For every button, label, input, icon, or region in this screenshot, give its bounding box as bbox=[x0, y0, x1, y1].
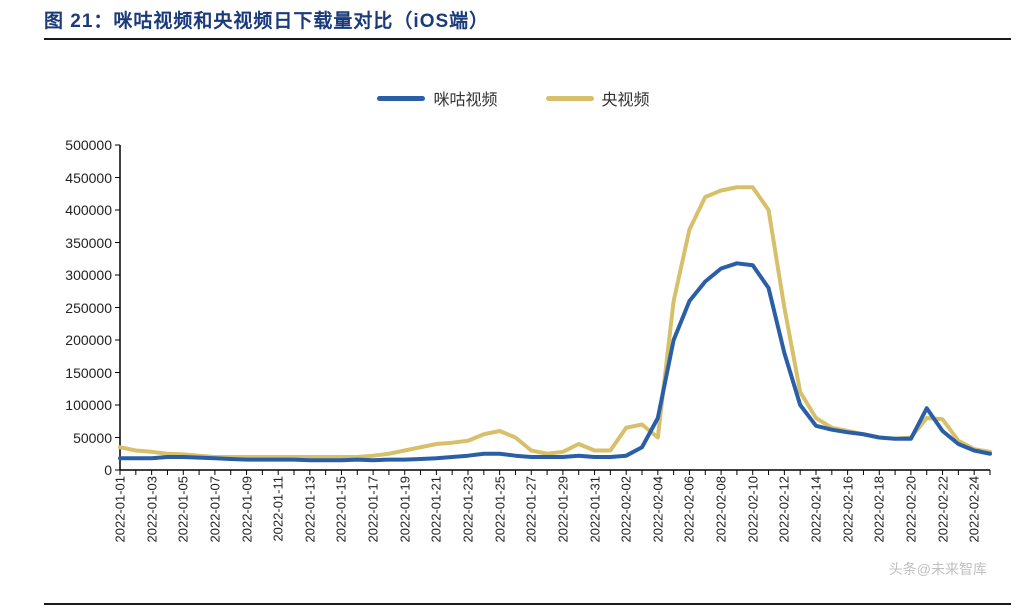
x-axis-label: 2022-01-25 bbox=[492, 476, 507, 543]
y-axis-label: 300000 bbox=[65, 267, 112, 283]
y-axis-label: 150000 bbox=[65, 365, 112, 381]
y-axis-label: 250000 bbox=[65, 300, 112, 316]
watermark-text: 头条@未来智库 bbox=[889, 559, 987, 579]
legend-item-yangshipin: 央视频 bbox=[546, 86, 650, 110]
x-axis-label: 2022-01-31 bbox=[587, 476, 602, 543]
x-axis-label: 2022-02-20 bbox=[903, 476, 918, 543]
x-axis-label: 2022-02-08 bbox=[714, 476, 729, 543]
legend-label-yangshipin: 央视频 bbox=[602, 86, 650, 110]
y-axis-label: 200000 bbox=[65, 332, 112, 348]
x-axis-label: 2022-01-01 bbox=[113, 476, 128, 543]
x-axis-label: 2022-02-10 bbox=[745, 476, 760, 543]
title-underline bbox=[44, 38, 1011, 40]
y-axis-label: 450000 bbox=[65, 170, 112, 186]
x-axis-label: 2022-02-24 bbox=[967, 476, 982, 543]
plot-area: 0500001000001500002000002500003000003500… bbox=[120, 145, 990, 470]
y-axis-label: 0 bbox=[104, 462, 112, 478]
legend: 咪咕视频 央视频 bbox=[0, 86, 1027, 110]
y-axis-label: 50000 bbox=[73, 430, 112, 446]
line-series-migu bbox=[120, 263, 990, 460]
x-axis-label: 2022-01-27 bbox=[524, 476, 539, 543]
chart-title: 图 21：咪咕视频和央视频日下载量对比（iOS端） bbox=[44, 6, 489, 33]
x-axis-label: 2022-01-09 bbox=[239, 476, 254, 543]
x-axis-label: 2022-01-23 bbox=[461, 476, 476, 543]
legend-swatch-migu bbox=[377, 96, 425, 101]
legend-swatch-yangshipin bbox=[546, 96, 594, 101]
x-axis-label: 2022-02-16 bbox=[840, 476, 855, 543]
x-axis-label: 2022-01-29 bbox=[555, 476, 570, 543]
y-axis-label: 500000 bbox=[65, 137, 112, 153]
line-series-yangshipin bbox=[120, 187, 990, 457]
legend-label-migu: 咪咕视频 bbox=[433, 86, 497, 110]
x-axis-label: 2022-02-18 bbox=[872, 476, 887, 543]
x-axis-label: 2022-01-11 bbox=[271, 476, 286, 542]
x-axis-label: 2022-01-03 bbox=[144, 476, 159, 543]
x-axis-label: 2022-02-14 bbox=[809, 476, 824, 543]
y-axis-label: 100000 bbox=[65, 397, 112, 413]
y-axis-label: 350000 bbox=[65, 235, 112, 251]
x-axis-label: 2022-02-02 bbox=[619, 476, 634, 543]
legend-item-migu: 咪咕视频 bbox=[377, 86, 497, 110]
y-axis-label: 400000 bbox=[65, 202, 112, 218]
x-axis-label: 2022-02-04 bbox=[650, 476, 665, 543]
x-axis-label: 2022-01-19 bbox=[397, 476, 412, 543]
x-axis-label: 2022-01-17 bbox=[366, 476, 381, 543]
chart-svg bbox=[120, 145, 990, 470]
x-axis-label: 2022-01-05 bbox=[176, 476, 191, 543]
x-axis-label: 2022-02-12 bbox=[777, 476, 792, 543]
x-axis-label: 2022-01-15 bbox=[334, 476, 349, 543]
x-axis-label: 2022-01-13 bbox=[302, 476, 317, 543]
x-axis-label: 2022-01-21 bbox=[429, 476, 444, 543]
x-axis-label: 2022-01-07 bbox=[207, 476, 222, 543]
x-axis-label: 2022-02-06 bbox=[682, 476, 697, 543]
bottom-rule bbox=[44, 603, 1011, 605]
x-axis-label: 2022-02-22 bbox=[935, 476, 950, 543]
